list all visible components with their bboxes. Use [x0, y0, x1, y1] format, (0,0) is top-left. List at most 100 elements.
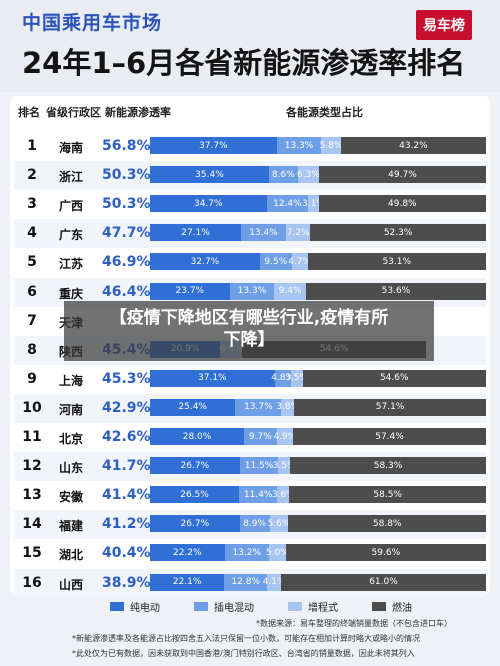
- province-label: 海南: [58, 141, 83, 155]
- province-label: 北京: [58, 432, 83, 446]
- stacked-bar: 22.2% 13.2% 5.0% 59.6%: [150, 544, 486, 562]
- province-label: 重庆: [58, 286, 83, 301]
- bar-segment-erev: 4.1%: [263, 573, 286, 591]
- penetration-rate: 50.3%: [102, 196, 151, 213]
- province-label: 河南: [58, 402, 83, 417]
- penetration-rate: 41.4%: [102, 487, 151, 504]
- penetration-rate: 42.9%: [102, 399, 151, 416]
- stacked-bar: 22.1% 12.8% 4.1% 61.0%: [150, 573, 486, 591]
- bar-segment-ice: 58.5%: [289, 486, 486, 504]
- penetration-rate: 46.9%: [102, 254, 151, 271]
- bar-segment-ice: 49.7%: [318, 166, 486, 184]
- bar-segment-ice: 58.3%: [290, 457, 486, 475]
- province-label: 福建: [58, 519, 83, 534]
- bar-segment-phev: 11.4%: [239, 486, 278, 504]
- penetration-rate: 56.8%: [102, 138, 151, 154]
- table-row: 13 安徽 41.4% 26.5% 11.4% 3.6% 58.5%: [14, 481, 486, 510]
- stacked-bar: 26.7% 11.5% 3.5% 58.3%: [150, 457, 486, 475]
- bar-segment-bev: 37.1%: [150, 369, 275, 387]
- rank-label: 16: [22, 574, 42, 591]
- stacked-bar: 25.4% 13.7% 3.8% 57.1%: [150, 398, 486, 416]
- caption-overlay: 【疫情下降地区有哪些行业,疫情有所 下降】: [64, 301, 434, 361]
- header: 中国乘用车市场 24年1–6月各省新能源渗透率排名 易车榜: [0, 0, 500, 92]
- legend-swatch-ice: [372, 601, 386, 611]
- bar-segment-bev: 26.7%: [150, 457, 240, 475]
- col-header-share: 各能源类型占比: [286, 106, 363, 119]
- bar-segment-bev: 37.7%: [150, 137, 277, 154]
- legend-item-erev: 增程式: [288, 599, 338, 614]
- rank-label: 13: [22, 487, 42, 504]
- rank-label: 3: [27, 196, 37, 213]
- stacked-bar: 37.7% 13.3% 5.8% 43.2%: [150, 137, 486, 154]
- bar-segment-phev: 4.8%: [271, 369, 294, 387]
- bar-segment-ice: 58.8%: [288, 515, 486, 533]
- bar-segment-erev: 5.0%: [266, 544, 289, 562]
- province-label: 湖北: [58, 548, 83, 563]
- rank-label: 11: [22, 429, 42, 445]
- bar-segment-ice: 43.2%: [340, 137, 486, 154]
- penetration-rate: 47.7%: [102, 225, 151, 242]
- rank-label: 10: [22, 399, 42, 416]
- rank-label: 4: [27, 225, 37, 242]
- bar-segment-bev: 26.5%: [150, 486, 240, 504]
- bar-segment-ice: 53.1%: [307, 253, 486, 271]
- rank-label: 12: [22, 458, 42, 475]
- rank-label: 5: [27, 254, 37, 271]
- legend-swatch-erev: [288, 601, 302, 611]
- note-rounding: *新能源渗透率及各能源占比按四舍五入法只保留一位小数，可能存在相加计算时略大或略…: [72, 634, 420, 643]
- penetration-rate: 41.7%: [102, 458, 151, 475]
- rank-label: 1: [27, 138, 37, 154]
- note-coverage: *此处仅为已有数据，因未获取到中国香港/澳门特别行政区、台湾省的销量数据，因此未…: [72, 649, 415, 658]
- bar-segment-phev: 13.3%: [229, 282, 275, 300]
- rank-label: 6: [27, 283, 37, 300]
- rank-label: 2: [27, 167, 37, 184]
- legend-swatch-bev: [110, 601, 124, 611]
- bar-segment-phev: 13.4%: [241, 224, 287, 242]
- stacked-bar: 26.7% 8.9% 5.6% 58.8%: [150, 515, 486, 533]
- bar-segment-erev: 3.1%: [302, 195, 325, 213]
- table-row: 15 湖北 40.4% 22.2% 13.2% 5.0% 59.6%: [14, 539, 486, 568]
- bar-segment-ice: 59.6%: [285, 544, 486, 562]
- bar-segment-phev: 8.6%: [268, 166, 298, 184]
- stacked-bar: 34.7% 12.4% 3.1% 49.8%: [150, 195, 486, 213]
- table-row: 14 福建 41.2% 26.7% 8.9% 5.6% 58.8%: [14, 510, 486, 540]
- bar-segment-erev: 3.5%: [273, 457, 296, 475]
- table-row: 3 广西 50.3% 34.7% 12.4% 3.1% 49.8%: [14, 190, 486, 219]
- bar-segment-erev: 5.6%: [268, 515, 290, 533]
- bar-segment-erev: 3.5%: [285, 369, 308, 387]
- page-title: 24年1–6月各省新能源渗透率排名: [22, 46, 466, 80]
- bar-segment-bev: 26.7%: [150, 515, 240, 533]
- province-label: 安徽: [58, 490, 83, 505]
- penetration-rate: 42.6%: [102, 429, 151, 445]
- bar-segment-bev: 25.4%: [150, 398, 236, 416]
- table-row: 2 浙江 50.3% 35.4% 8.6% 6.3% 49.7%: [14, 161, 486, 191]
- province-label: 广西: [58, 199, 83, 214]
- rank-label: 14: [22, 516, 42, 533]
- col-header-rank: 排名: [18, 106, 40, 119]
- bar-segment-phev: 8.9%: [239, 515, 270, 533]
- table-row: 16 山西 38.9% 22.1% 12.8% 4.1% 61.0%: [14, 568, 486, 598]
- bar-segment-erev: 7.2%: [286, 224, 311, 242]
- stacked-bar: 23.7% 13.3% 9.4% 53.6%: [150, 282, 486, 300]
- stacked-bar: 37.1% 4.8% 3.5% 54.6%: [150, 369, 486, 387]
- yiche-logo: 易车榜: [416, 10, 472, 40]
- rank-label: 8: [27, 341, 37, 358]
- bar-segment-phev: 13.3%: [276, 137, 322, 154]
- bar-segment-bev: 22.2%: [150, 544, 225, 562]
- bar-segment-bev: 27.1%: [150, 224, 242, 242]
- bar-segment-erev: 9.4%: [274, 282, 306, 300]
- table-row: 9 上海 45.3% 37.1% 4.8% 3.5% 54.6%: [14, 365, 486, 394]
- bar-segment-bev: 23.7%: [150, 282, 230, 300]
- col-header-rate: 新能源渗透率: [105, 106, 171, 119]
- bar-segment-ice: 49.8%: [318, 195, 486, 213]
- bar-segment-ice: 57.1%: [294, 398, 486, 416]
- bar-segment-bev: 32.7%: [150, 253, 260, 271]
- bar-segment-bev: 28.0%: [150, 428, 245, 445]
- penetration-rate: 41.2%: [102, 516, 151, 533]
- bar-segment-erev: 3.6%: [272, 486, 295, 504]
- stacked-bar: 32.7% 9.5% 4.7% 53.1%: [150, 253, 486, 271]
- province-label: 山东: [58, 461, 83, 476]
- bar-segment-phev: 9.5%: [259, 253, 292, 271]
- bar-segment-ice: 53.6%: [305, 282, 486, 300]
- bar-segment-phev: 12.4%: [266, 195, 309, 213]
